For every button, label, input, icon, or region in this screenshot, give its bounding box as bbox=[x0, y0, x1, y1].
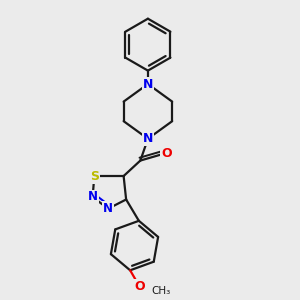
Text: N: N bbox=[103, 202, 113, 215]
Text: O: O bbox=[134, 280, 145, 293]
Text: N: N bbox=[143, 132, 153, 145]
Text: N: N bbox=[143, 77, 153, 91]
Text: S: S bbox=[90, 169, 99, 182]
Text: N: N bbox=[88, 190, 98, 203]
Text: O: O bbox=[161, 146, 172, 160]
Text: CH₃: CH₃ bbox=[151, 286, 170, 296]
